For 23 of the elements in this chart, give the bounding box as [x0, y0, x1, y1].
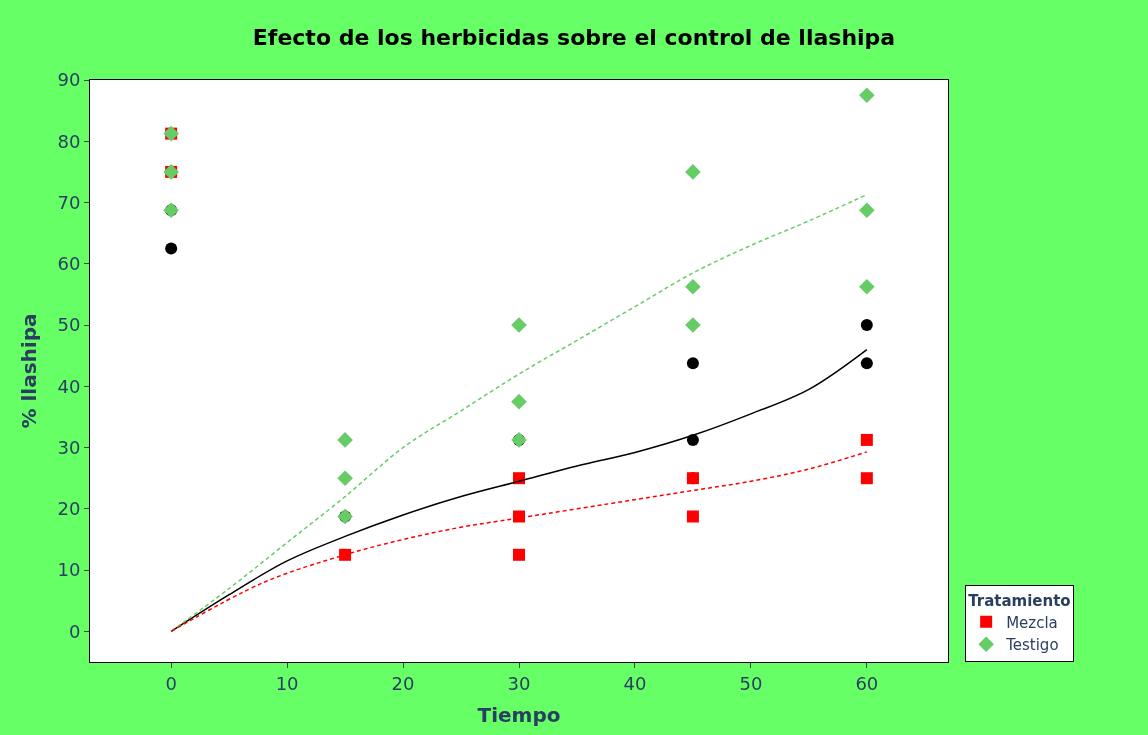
y-tick-label: 40 [57, 375, 81, 397]
x-tick-label: 50 [739, 672, 763, 694]
legend-label: Mezcla [1006, 613, 1058, 632]
x-axis-title: Tiempo [477, 703, 561, 728]
y-tick-label: 90 [57, 69, 81, 91]
chart-title: Efecto de los herbicidas sobre el control de llashipa [252, 24, 896, 50]
legend-label: Testigo [1005, 636, 1059, 655]
y-tick-label: 50 [57, 314, 81, 336]
legend-title: Tratamiento [968, 591, 1071, 610]
y-tick-label: 30 [57, 436, 81, 458]
y-tick-label: 10 [57, 559, 81, 581]
y-tick-label: 20 [57, 498, 81, 520]
x-tick-label: 60 [855, 672, 879, 694]
y-tick-label: 60 [57, 253, 81, 275]
y-axis-title: % llashipa [16, 313, 41, 429]
x-tick-label: 30 [507, 672, 531, 694]
x-tick-label: 40 [623, 672, 647, 694]
x-tick-label: 10 [275, 672, 299, 694]
x-tick-label: 0 [165, 672, 177, 694]
x-tick-label: 20 [391, 672, 415, 694]
y-tick-label: 0 [68, 620, 81, 642]
y-tick-label: 80 [57, 130, 81, 152]
y-tick-label: 70 [57, 191, 81, 213]
